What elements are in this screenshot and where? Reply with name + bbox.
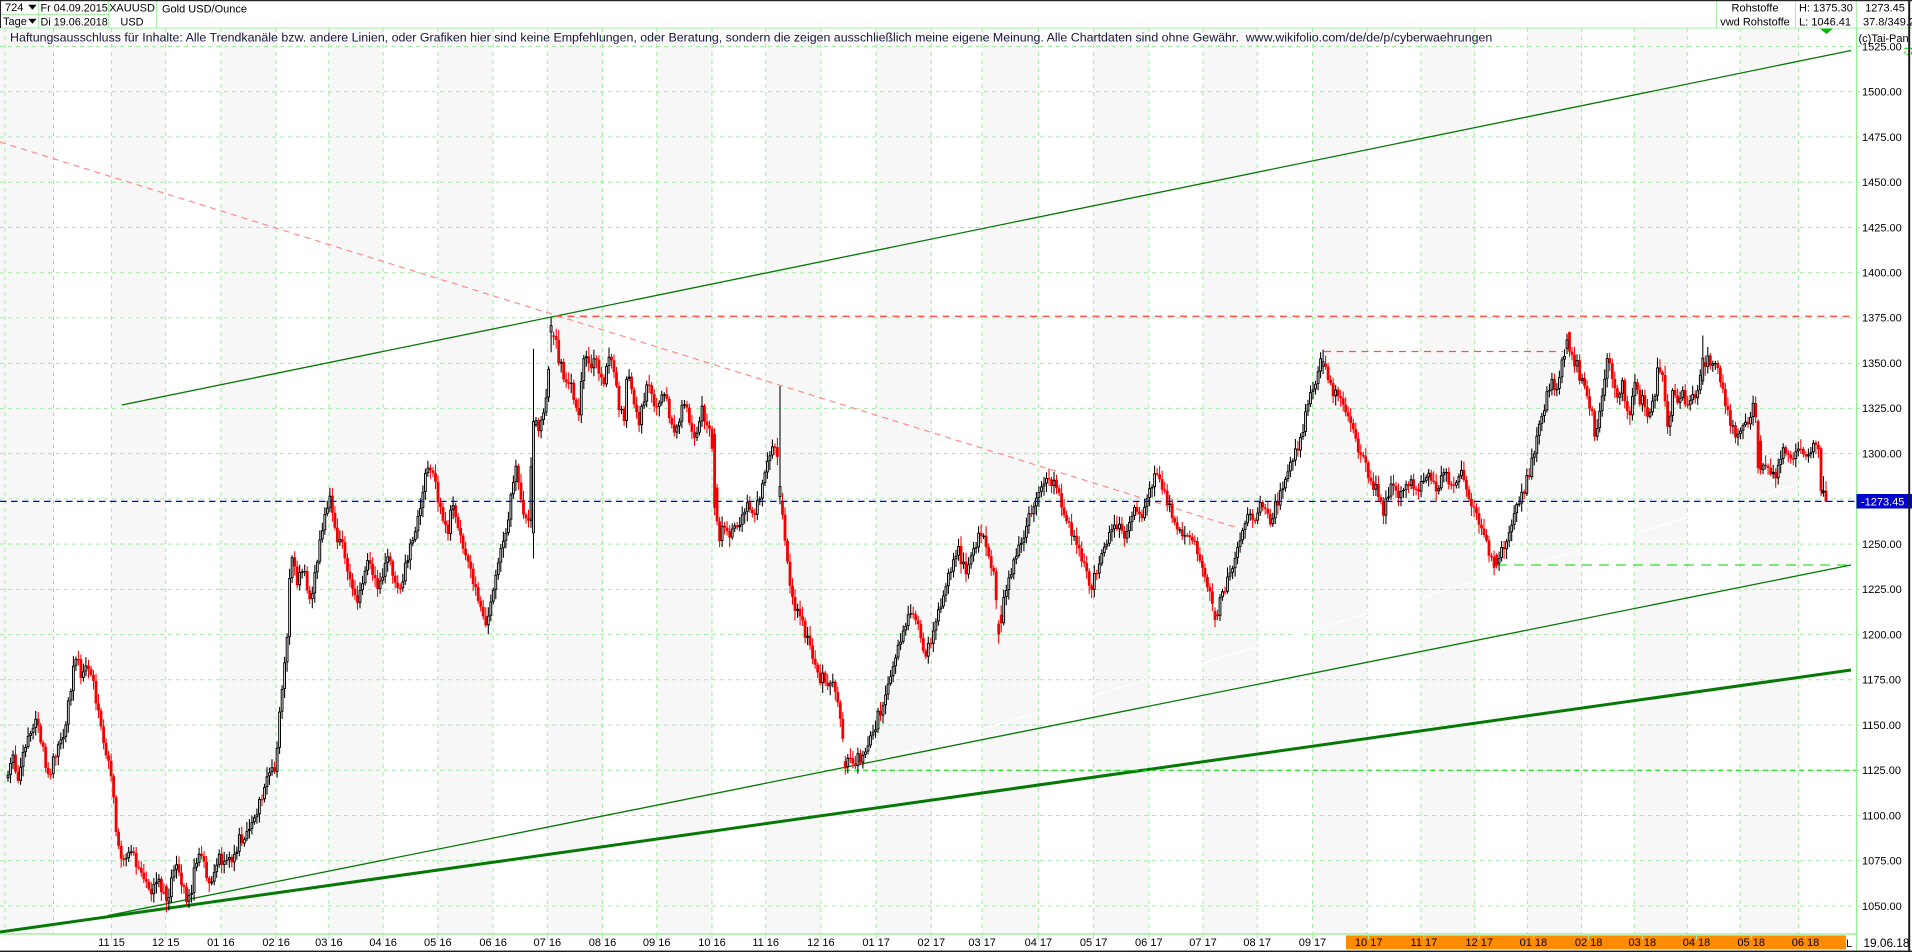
svg-text:05 16: 05 16 xyxy=(424,937,452,949)
svg-text:1100.00: 1100.00 xyxy=(1862,810,1901,822)
svg-text:05 18: 05 18 xyxy=(1737,937,1765,949)
svg-text:1150.00: 1150.00 xyxy=(1862,720,1901,732)
svg-text:1075.00: 1075.00 xyxy=(1862,856,1902,868)
svg-text:1375.00: 1375.00 xyxy=(1862,313,1902,325)
svg-text:1425.00: 1425.00 xyxy=(1862,222,1902,234)
svg-text:08 17: 08 17 xyxy=(1243,937,1271,949)
svg-text:724: 724 xyxy=(5,2,23,14)
svg-text:1050.00: 1050.00 xyxy=(1862,901,1902,913)
svg-text:XAUUSD: XAUUSD xyxy=(109,3,155,15)
svg-text:03 16: 03 16 xyxy=(315,937,343,949)
svg-text:12 15: 12 15 xyxy=(152,937,180,949)
svg-text:06 16: 06 16 xyxy=(479,937,507,949)
svg-text:10 17: 10 17 xyxy=(1355,937,1383,949)
svg-text:01 16: 01 16 xyxy=(207,937,235,949)
svg-text:09 17: 09 17 xyxy=(1299,937,1327,949)
svg-text:04 18: 04 18 xyxy=(1683,937,1711,949)
svg-text:1400.00: 1400.00 xyxy=(1862,268,1902,280)
svg-text:1450.00: 1450.00 xyxy=(1862,177,1902,189)
svg-text:02 16: 02 16 xyxy=(262,937,290,949)
svg-text:-1273.45: -1273.45 xyxy=(1861,497,1904,509)
svg-text:12 16: 12 16 xyxy=(807,937,835,949)
svg-text:06 17: 06 17 xyxy=(1135,937,1163,949)
svg-text:(c)Tai-Pan: (c)Tai-Pan xyxy=(1859,33,1909,45)
svg-text:1350.00: 1350.00 xyxy=(1862,358,1902,370)
svg-text:02 18: 02 18 xyxy=(1575,937,1603,949)
svg-text:1250.00: 1250.00 xyxy=(1862,539,1902,551)
svg-text:11 16: 11 16 xyxy=(752,937,779,949)
svg-text:1525.00: 1525.00 xyxy=(1862,41,1902,53)
svg-text:09 16: 09 16 xyxy=(643,937,671,949)
svg-text:L: 1046.41: L: 1046.41 xyxy=(1799,17,1851,29)
svg-text:06 18: 06 18 xyxy=(1792,937,1820,949)
svg-text:01 17: 01 17 xyxy=(862,937,890,949)
svg-text:37.8/349.2: 37.8/349.2 xyxy=(1863,17,1912,29)
svg-text:Gold USD/Ounce: Gold USD/Ounce xyxy=(162,4,247,16)
svg-text:05 17: 05 17 xyxy=(1080,937,1108,949)
svg-text:04 17: 04 17 xyxy=(1025,937,1053,949)
svg-text:Fr 04.09.2015: Fr 04.09.2015 xyxy=(41,3,108,15)
svg-text:Tage: Tage xyxy=(3,16,27,28)
svg-text:10 16: 10 16 xyxy=(698,937,726,949)
svg-text:vwd Rohstoffe: vwd Rohstoffe xyxy=(1720,17,1790,29)
svg-text:03 18: 03 18 xyxy=(1629,937,1657,949)
svg-text:11 17: 11 17 xyxy=(1411,937,1438,949)
svg-text:1300.00: 1300.00 xyxy=(1862,448,1902,460)
svg-text:H: 1375.30: H: 1375.30 xyxy=(1799,3,1853,15)
svg-text:Di 19.06.2018: Di 19.06.2018 xyxy=(41,17,108,29)
svg-text:L: L xyxy=(1846,938,1852,950)
svg-text:1475.00: 1475.00 xyxy=(1862,132,1902,144)
svg-text:11 15: 11 15 xyxy=(98,937,125,949)
svg-text:Rohstoffe: Rohstoffe xyxy=(1732,3,1779,15)
svg-text:07 16: 07 16 xyxy=(534,937,562,949)
svg-text:1200.00: 1200.00 xyxy=(1862,629,1902,641)
svg-text:01 18: 01 18 xyxy=(1520,937,1548,949)
svg-text:03 17: 03 17 xyxy=(968,937,996,949)
svg-text:1325.00: 1325.00 xyxy=(1862,403,1902,415)
svg-text:Haftungsausschluss für Inhalte: Haftungsausschluss für Inhalte: Alle Tre… xyxy=(10,31,1492,45)
svg-text:1175.00: 1175.00 xyxy=(1862,675,1901,687)
svg-text:USD: USD xyxy=(120,17,143,29)
svg-text:08 16: 08 16 xyxy=(589,937,617,949)
svg-text:1125.00: 1125.00 xyxy=(1862,765,1901,777)
svg-text:19.06.18: 19.06.18 xyxy=(1864,936,1910,950)
svg-text:1225.00: 1225.00 xyxy=(1862,584,1902,596)
svg-text:12 17: 12 17 xyxy=(1465,937,1493,949)
svg-text:1500.00: 1500.00 xyxy=(1862,87,1902,99)
svg-text:1273.45: 1273.45 xyxy=(1865,3,1905,15)
svg-text:04 16: 04 16 xyxy=(369,937,397,949)
svg-text:02 17: 02 17 xyxy=(918,937,946,949)
svg-text:07 17: 07 17 xyxy=(1189,937,1217,949)
